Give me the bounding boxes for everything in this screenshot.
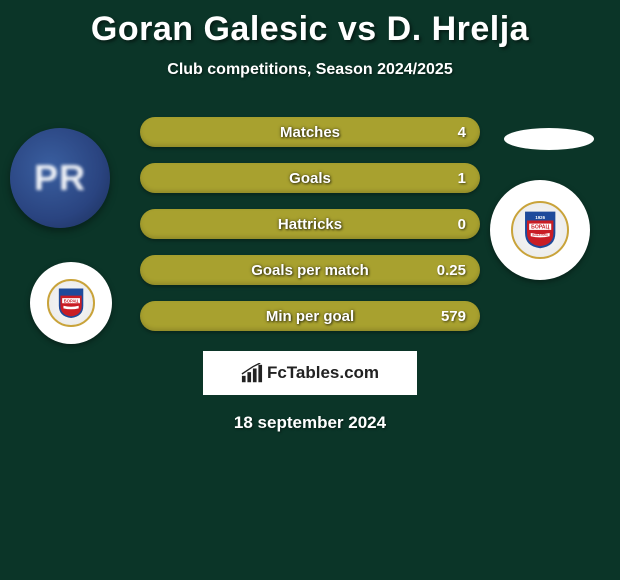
stat-value: 0.25 [437, 262, 466, 279]
stat-bar: Hattricks 0 [140, 209, 480, 239]
chart-icon [241, 363, 263, 383]
comparison-date: 18 september 2024 [0, 413, 620, 433]
stats-container: Matches 4 Goals 1 Hattricks 0 Goals per … [0, 117, 620, 331]
stat-label: Goals per match [251, 262, 369, 279]
logo-text: FcTables.com [267, 363, 379, 383]
stat-label: Hattricks [278, 216, 342, 233]
site-logo: FcTables.com [203, 351, 417, 395]
stat-value: 579 [441, 308, 466, 325]
stat-label: Goals [289, 170, 331, 187]
stat-value: 4 [458, 124, 466, 141]
stat-label: Matches [280, 124, 340, 141]
stat-row: Goals 1 [0, 163, 620, 193]
stat-row: Goals per match 0.25 [0, 255, 620, 285]
stat-value: 1 [458, 170, 466, 187]
page-subtitle: Club competitions, Season 2024/2025 [0, 61, 620, 79]
stat-row: Hattricks 0 [0, 209, 620, 239]
stat-bar: Matches 4 [140, 117, 480, 147]
stat-bar: Goals 1 [140, 163, 480, 193]
stat-bar: Min per goal 579 [140, 301, 480, 331]
stat-value: 0 [458, 216, 466, 233]
stat-bar: Goals per match 0.25 [140, 255, 480, 285]
stat-label: Min per goal [266, 308, 354, 325]
stat-row: Min per goal 579 [0, 301, 620, 331]
stat-row: Matches 4 [0, 117, 620, 147]
page-title: Goran Galesic vs D. Hrelja [0, 0, 620, 49]
